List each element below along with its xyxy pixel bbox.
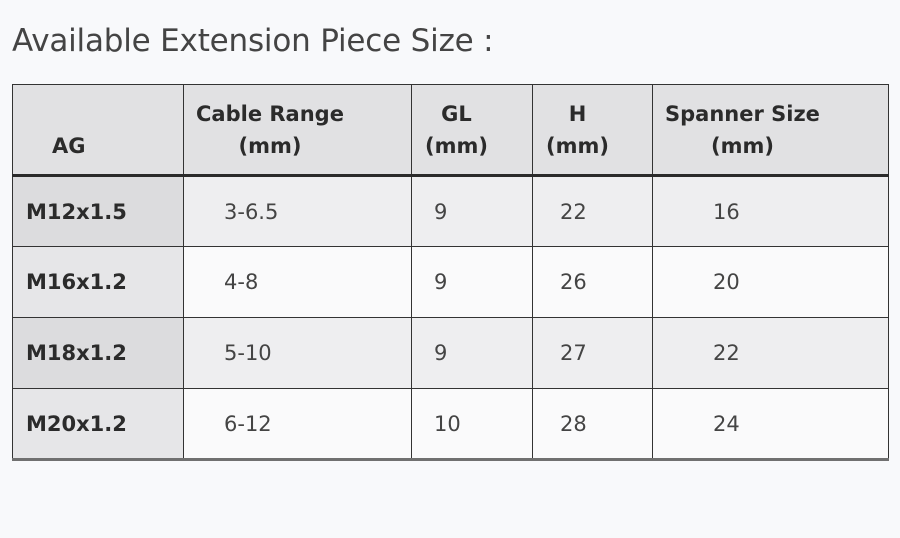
header-ag: AG [12,84,184,177]
header-h-label: H [568,101,587,126]
cell-spanner-size: 24 [652,388,889,460]
header-gl-unit: (mm) [425,133,488,158]
header-h: H (mm) [532,84,653,177]
table-row: M12x1.5 3-6.5 9 22 16 [12,175,889,247]
page-title: Available Extension Piece Size : [12,23,494,59]
header-cable-range-label: Cable Range [196,101,344,126]
cell-gl: 10 [411,388,533,460]
cell-spanner-size: 22 [652,317,889,389]
cell-ag: M18x1.2 [12,317,184,389]
cell-ag: M20x1.2 [12,388,184,460]
cell-cable-range: 6-12 [183,388,412,460]
cell-cable-range: 4-8 [183,246,412,318]
header-gl-label: GL [441,101,472,126]
header-cable-range-unit: (mm) [238,133,302,158]
header-cable-range: Cable Range (mm) [183,84,412,177]
cell-gl: 9 [411,317,533,389]
cell-cable-range: 5-10 [183,317,412,389]
cell-ag: M12x1.5 [12,175,184,247]
header-ag-label: AG [52,134,86,158]
cell-spanner-size: 20 [652,246,889,318]
table-row: M16x1.2 4-8 9 26 20 [12,246,889,318]
table-header-row: AG Cable Range (mm) GL (mm) H (mm) [12,84,889,177]
table-row: M20x1.2 6-12 10 28 24 [12,388,889,460]
cell-h: 28 [532,388,653,460]
cell-gl: 9 [411,175,533,247]
cell-h: 27 [532,317,653,389]
header-spanner-size: Spanner Size (mm) [652,84,889,177]
header-gl: GL (mm) [411,84,533,177]
header-spanner-size-unit: (mm) [710,133,774,158]
cell-cable-range: 3-6.5 [183,175,412,247]
cell-ag: M16x1.2 [12,246,184,318]
header-h-unit: (mm) [546,133,609,158]
table-row: M18x1.2 5-10 9 27 22 [12,317,889,389]
extension-size-table: AG Cable Range (mm) GL (mm) H (mm) [12,84,889,461]
cell-h: 22 [532,175,653,247]
cell-h: 26 [532,246,653,318]
cell-spanner-size: 16 [652,175,889,247]
cell-gl: 9 [411,246,533,318]
header-spanner-size-label: Spanner Size [665,101,820,126]
